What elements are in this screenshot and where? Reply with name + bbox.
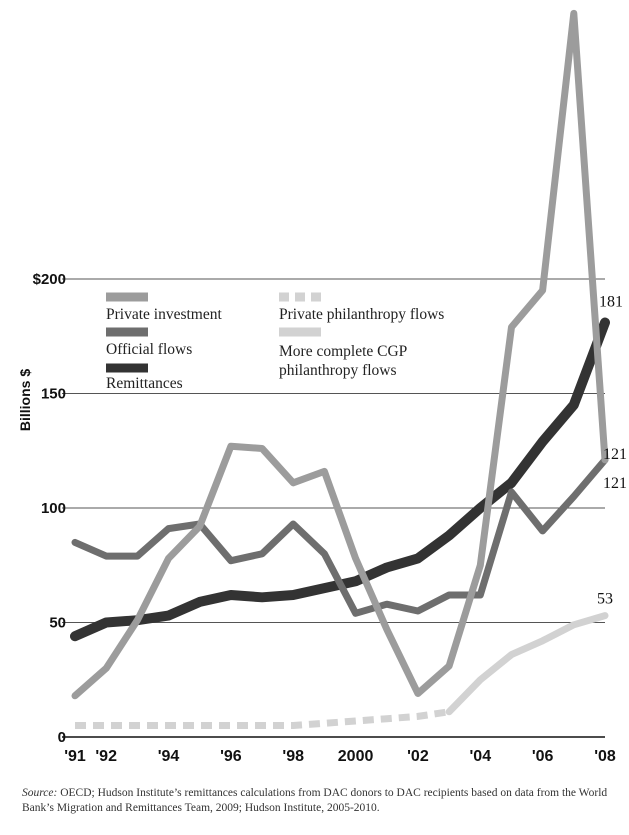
source-note: Source: OECD; Hudson Institute’s remitta… <box>22 786 622 816</box>
source-label: Source: <box>22 787 58 799</box>
x-tick-label: '06 <box>532 748 554 765</box>
source-text: OECD; Hudson Institute’s remittances cal… <box>22 787 608 814</box>
x-axis-ticks: '91 '92 '94 '96 '98 2000 '02 '04 '06 '08 <box>64 748 616 765</box>
x-tick-label: '94 <box>158 748 180 765</box>
y-tick-label: 50 <box>49 615 66 632</box>
y-axis-ticks: 0 50 100 150 $200 <box>33 271 66 746</box>
y-axis-label: Billions $ <box>17 369 33 431</box>
x-tick-label: '08 <box>594 748 616 765</box>
legend-label-1: Official flows <box>106 341 192 358</box>
series-line-1 <box>71 456 609 617</box>
legend: Private investment Official flows Remittan… <box>106 292 444 392</box>
end-value-label: 121 <box>603 475 627 492</box>
x-tick-label: '96 <box>220 748 242 765</box>
series-line-3 <box>75 708 450 729</box>
legend-label-0: Private investment <box>106 306 222 323</box>
x-tick-label: '92 <box>95 748 117 765</box>
x-tick-label: '04 <box>469 748 491 765</box>
y-tick-label: $200 <box>33 271 66 288</box>
legend-label-3: Private philanthropy flows <box>279 306 444 323</box>
legend-label-4-1: philanthropy flows <box>279 362 397 379</box>
y-tick-label: 0 <box>58 729 66 746</box>
x-tick-label: '91 <box>64 748 86 765</box>
y-tick-label: 100 <box>41 500 66 517</box>
x-tick-label: 2000 <box>338 748 374 765</box>
series-line-0 <box>71 9 609 700</box>
end-value-label: 181 <box>599 294 623 311</box>
x-tick-label: '98 <box>282 748 304 765</box>
legend-label-4-0: More complete CGP <box>279 343 407 360</box>
end-value-label: 53 <box>597 591 613 608</box>
end-labels: 181 121 121 53 <box>597 294 627 608</box>
y-tick-label: 150 <box>41 386 66 403</box>
series-line-4 <box>445 612 609 716</box>
series-lines <box>70 9 610 729</box>
legend-label-2: Remittances <box>106 375 183 392</box>
x-tick-label: '02 <box>407 748 429 765</box>
end-value-label: 121 <box>603 446 627 463</box>
